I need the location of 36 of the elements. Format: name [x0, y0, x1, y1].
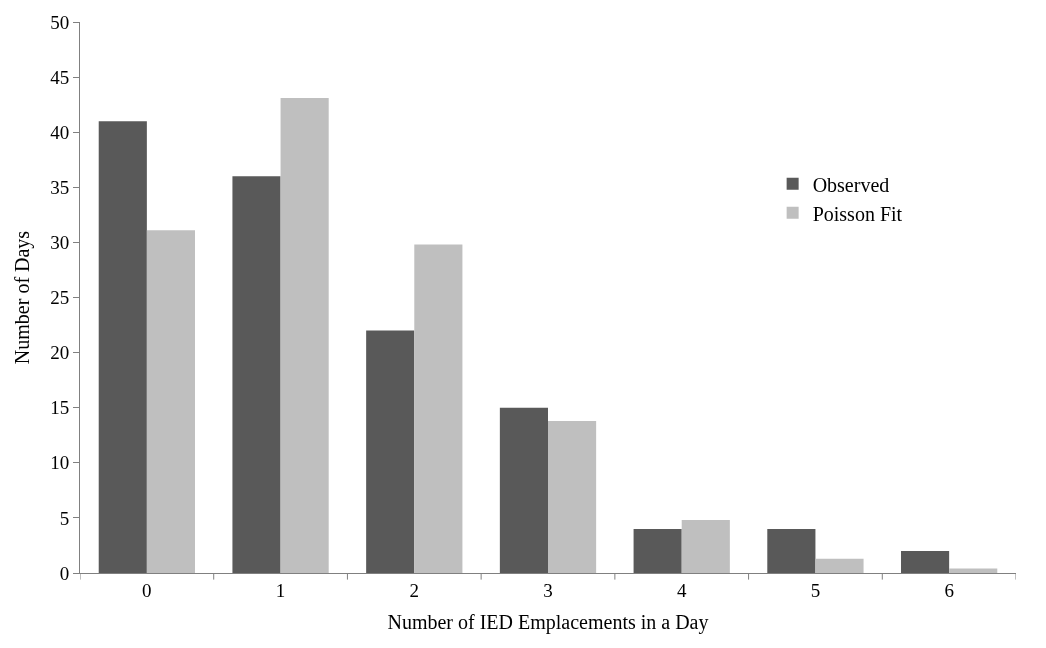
- y-tick-label: 45: [50, 66, 70, 88]
- bar: [815, 558, 864, 573]
- bar: [949, 568, 998, 573]
- x-axis-title: Number of IED Emplacements in a Day: [387, 611, 709, 635]
- y-tick-label: 35: [50, 176, 70, 198]
- y-tick-label: 40: [50, 121, 70, 143]
- x-tick-label: 3: [543, 579, 553, 601]
- bar: [681, 520, 730, 573]
- bar: [767, 528, 816, 573]
- y-tick-label: 20: [50, 342, 70, 364]
- x-tick-label: 1: [275, 579, 286, 601]
- bar: [98, 121, 147, 573]
- bar: [414, 244, 463, 573]
- bar: [366, 330, 415, 573]
- bar: [499, 407, 548, 573]
- bar: [146, 230, 195, 573]
- bar: [633, 528, 682, 573]
- y-tick-label: 15: [50, 397, 70, 419]
- x-tick-label: 5: [810, 579, 821, 601]
- legend-label: Observed: [812, 173, 890, 196]
- y-tick-label: 30: [50, 232, 70, 254]
- y-tick-label: 25: [50, 287, 70, 309]
- y-tick-label: 50: [50, 11, 70, 33]
- x-tick-label: 6: [944, 579, 954, 601]
- bar: [901, 550, 950, 573]
- x-tick-label: 0: [142, 579, 152, 601]
- legend-label: Poisson Fit: [812, 202, 903, 225]
- y-tick-label: 0: [59, 562, 70, 584]
- y-axis-title: Number of Days: [10, 230, 34, 365]
- bar: [548, 420, 597, 573]
- x-tick-label: 4: [676, 579, 687, 601]
- x-tick-label: 2: [409, 579, 420, 601]
- bar: [280, 98, 329, 573]
- bar: [232, 176, 281, 573]
- y-tick-label: 10: [50, 452, 70, 474]
- y-tick-label: 5: [59, 507, 70, 529]
